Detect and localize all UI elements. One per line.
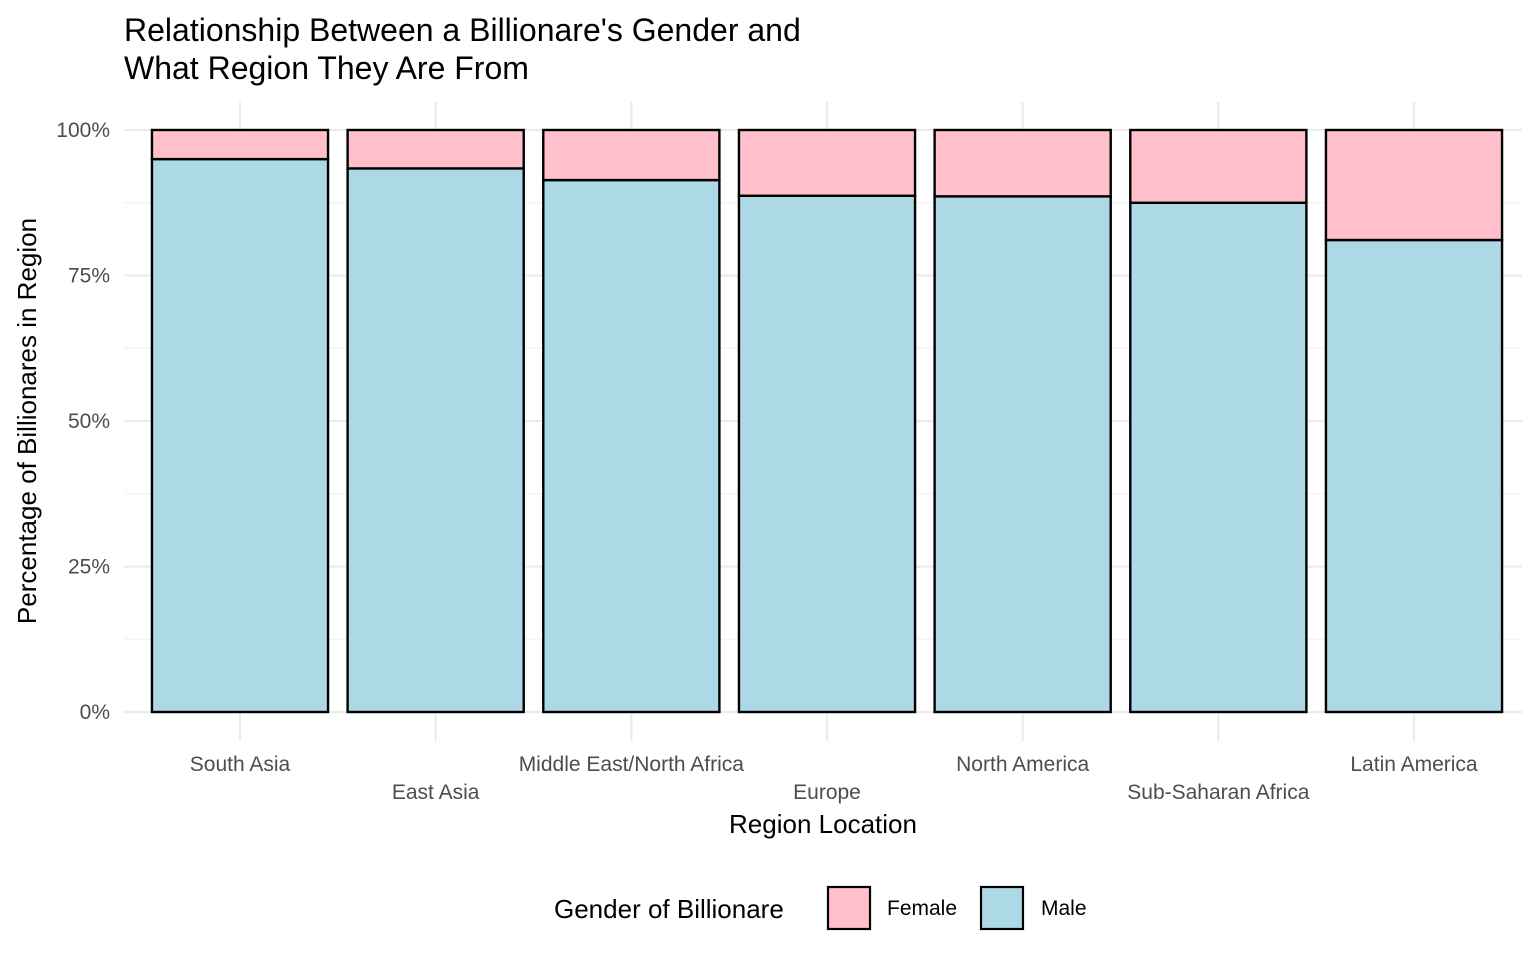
x-tick-label: South Asia xyxy=(190,753,291,776)
legend-swatch-female xyxy=(826,885,872,931)
bars xyxy=(150,128,1504,714)
y-tick-label: 0% xyxy=(80,701,110,724)
y-tick-label: 25% xyxy=(68,556,110,579)
chart-title-line-1: Relationship Between a Billionare's Gend… xyxy=(124,12,801,48)
bar-segment-female xyxy=(1324,128,1504,242)
bar-segment-male xyxy=(150,157,330,714)
x-tick-label: East Asia xyxy=(392,781,480,804)
x-tick-label: Middle East/North Africa xyxy=(519,753,745,776)
bar-segment-male xyxy=(933,195,1112,714)
bar-segment-male xyxy=(737,194,917,714)
y-tick-label: 75% xyxy=(68,265,110,288)
x-axis-ticks: South Asia East Asia Middle East/North Afr… xyxy=(190,753,1478,804)
legend-label-male: Male xyxy=(1041,897,1087,920)
y-tick-label: 50% xyxy=(68,410,110,433)
legend: Gender of Billionare Female Male xyxy=(554,885,1087,931)
bar-segment-male xyxy=(542,178,721,714)
x-tick-label: Europe xyxy=(793,781,861,804)
x-tick-label: North America xyxy=(956,753,1089,776)
bar-segment-male xyxy=(1129,201,1308,714)
x-tick-label: Sub-Saharan Africa xyxy=(1127,781,1309,804)
y-axis-ticks: 0% 25% 50% 75% 100% xyxy=(56,119,110,724)
legend-title: Gender of Billionare xyxy=(554,894,784,924)
bar-segment-female xyxy=(1129,128,1308,204)
y-tick-label: 100% xyxy=(56,119,110,142)
bar-segment-male xyxy=(1324,238,1504,714)
legend-swatch-male xyxy=(979,885,1025,931)
bar-segment-female xyxy=(346,128,525,170)
bar-segment-female xyxy=(150,128,330,161)
bar-segment-female xyxy=(737,128,917,197)
x-tick-label: Latin America xyxy=(1350,753,1478,776)
y-axis-title: Percentage of Billionares in Region xyxy=(12,218,42,624)
bar-segment-female xyxy=(933,128,1112,198)
bar-segment-male xyxy=(346,167,525,714)
bar-segment-female xyxy=(542,128,721,182)
x-axis-title: Region Location xyxy=(729,809,917,839)
chart-title-line-2: What Region They Are From xyxy=(124,50,529,86)
legend-label-female: Female xyxy=(887,897,957,920)
